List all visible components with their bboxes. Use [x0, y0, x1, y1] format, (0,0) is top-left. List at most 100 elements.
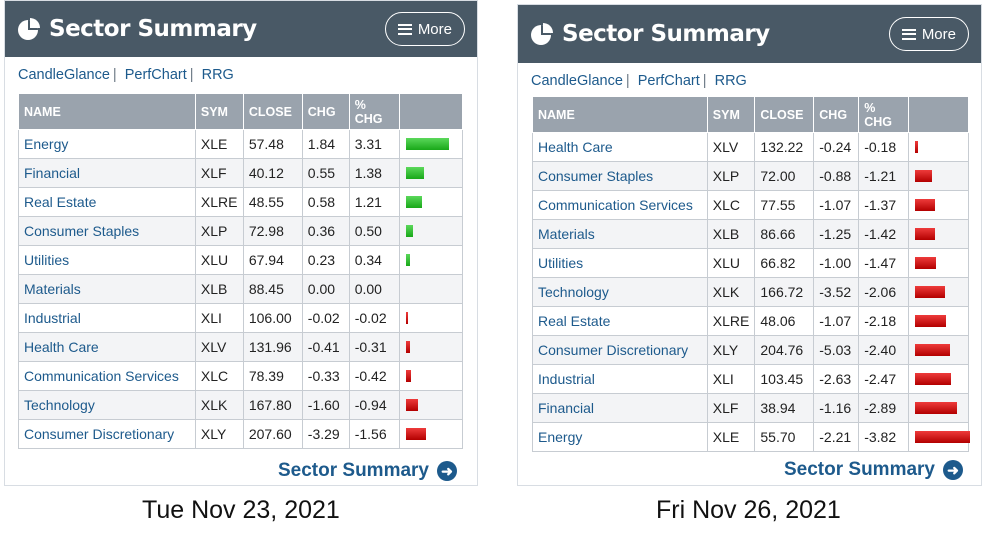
table-row[interactable]: Communication Services XLC 77.55 -1.07 -1.37	[532, 190, 969, 220]
link-perfchart[interactable]: PerfChart	[637, 73, 700, 89]
table-row[interactable]: Health Care XLV 132.22 -0.24 -0.18	[532, 132, 969, 162]
pct-change-bar	[405, 138, 449, 150]
sector-name[interactable]: Financial	[532, 393, 708, 423]
change-value: -1.25	[813, 219, 860, 249]
table-row[interactable]: Utilities XLU 67.94 0.23 0.34	[18, 245, 464, 275]
sector-name[interactable]: Consumer Staples	[18, 216, 196, 246]
table-row[interactable]: Materials XLB 88.45 0.00 0.00	[18, 274, 464, 304]
sector-name[interactable]: Materials	[18, 274, 196, 304]
pct-change-bar	[405, 399, 418, 411]
pct-change-value: -0.31	[348, 332, 400, 362]
table-row[interactable]: Technology XLK 167.80 -1.60 -0.94	[18, 390, 464, 420]
pct-change-bar-cell	[908, 422, 971, 452]
close-value: 55.70	[754, 422, 815, 452]
pct-change-bar	[915, 315, 947, 327]
sector-name[interactable]: Consumer Discretionary	[18, 419, 196, 449]
sector-name[interactable]: Materials	[532, 219, 708, 249]
table-row[interactable]: Utilities XLU 66.82 -1.00 -1.47	[532, 248, 969, 278]
col-header-pct-chg[interactable]: % CHG	[858, 96, 910, 133]
col-header-chg[interactable]: CHG	[301, 93, 350, 130]
pct-change-bar-cell	[398, 216, 464, 246]
table-row[interactable]: Energy XLE 57.48 1.84 3.31	[18, 129, 464, 159]
sector-name[interactable]: Health Care	[532, 132, 708, 162]
table-row[interactable]: Financial XLF 40.12 0.55 1.38	[18, 158, 464, 188]
col-header-name[interactable]: NAME	[18, 93, 196, 130]
table-row[interactable]: Energy XLE 55.70 -2.21 -3.82	[532, 422, 971, 452]
change-value: -0.88	[813, 161, 860, 191]
close-value: 38.94	[754, 393, 815, 423]
col-header-close[interactable]: CLOSE	[242, 93, 303, 130]
sector-name[interactable]: Technology	[532, 277, 708, 307]
pct-change-value: -0.42	[348, 361, 400, 391]
pct-change-value: 0.34	[348, 245, 400, 275]
table-row[interactable]: Health Care XLV 131.96 -0.41 -0.31	[18, 332, 464, 362]
sector-name[interactable]: Utilities	[532, 248, 708, 278]
sector-name[interactable]: Energy	[532, 422, 708, 452]
link-candleglance[interactable]: CandleGlance	[531, 73, 623, 89]
sector-name[interactable]: Real Estate	[532, 306, 708, 336]
pct-change-bar	[405, 370, 411, 382]
pct-change-value: 1.38	[348, 158, 400, 188]
sector-name[interactable]: Financial	[18, 158, 196, 188]
sector-name[interactable]: Consumer Staples	[532, 161, 708, 191]
sector-name[interactable]: Technology	[18, 390, 196, 420]
sector-name[interactable]: Industrial	[18, 303, 196, 333]
col-header-bar	[908, 96, 969, 133]
sector-name[interactable]: Industrial	[532, 364, 708, 394]
date-label-left: Tue Nov 23, 2021	[142, 496, 340, 524]
pct-change-bar-cell	[908, 219, 969, 249]
table-row[interactable]: Communication Services XLC 78.39 -0.33 -0.42	[18, 361, 464, 391]
link-candleglance[interactable]: CandleGlance	[18, 67, 110, 83]
sector-name[interactable]: Communication Services	[532, 190, 708, 220]
col-header-sym[interactable]: SYM	[706, 96, 756, 133]
sector-symbol: XLE	[194, 129, 244, 159]
close-value: 88.45	[242, 274, 303, 304]
table-row[interactable]: Industrial XLI 106.00 -0.02 -0.02	[18, 303, 464, 333]
table-header-row: NAME SYM CLOSE CHG % CHG	[532, 96, 969, 133]
table-row[interactable]: Financial XLF 38.94 -1.16 -2.89	[532, 393, 969, 423]
pct-change-bar-cell	[398, 332, 464, 362]
link-rrg[interactable]: RRG	[201, 67, 234, 83]
col-header-chg[interactable]: CHG	[813, 96, 860, 133]
more-button[interactable]: More	[384, 12, 465, 46]
hamburger-icon	[901, 28, 916, 40]
sector-name[interactable]: Health Care	[18, 332, 196, 362]
arrow-right-circle-icon: ➜	[943, 460, 963, 480]
table-row[interactable]: Consumer Discretionary XLY 204.76 -5.03 -2.4…	[532, 335, 969, 365]
table-row[interactable]: Consumer Staples XLP 72.00 -0.88 -1.21	[532, 161, 969, 191]
pct-change-bar-cell	[908, 364, 969, 394]
pct-change-bar	[915, 373, 952, 385]
sector-name[interactable]: Communication Services	[18, 361, 196, 391]
link-perfchart[interactable]: PerfChart	[124, 67, 187, 83]
col-header-pct-chg[interactable]: % CHG	[348, 93, 400, 130]
pct-change-bar-cell	[398, 390, 464, 420]
table-row[interactable]: Technology XLK 166.72 -3.52 -2.06	[532, 277, 969, 307]
sector-name[interactable]: Consumer Discretionary	[532, 335, 708, 365]
change-value: -2.21	[813, 422, 860, 452]
col-header-sym[interactable]: SYM	[194, 93, 244, 130]
close-value: 166.72	[754, 277, 815, 307]
table-row[interactable]: Real Estate XLRE 48.06 -1.07 -2.18	[532, 306, 969, 336]
table-row[interactable]: Industrial XLI 103.45 -2.63 -2.47	[532, 364, 969, 394]
link-rrg[interactable]: RRG	[714, 73, 747, 89]
sector-summary-link[interactable]: Sector Summary ➜	[784, 459, 963, 481]
col-header-close[interactable]: CLOSE	[754, 96, 815, 133]
table-row[interactable]: Materials XLB 86.66 -1.25 -1.42	[532, 219, 969, 249]
pct-change-bar-cell	[398, 274, 464, 304]
table-row[interactable]: Consumer Staples XLP 72.98 0.36 0.50	[18, 216, 464, 246]
sector-symbol: XLF	[194, 158, 244, 188]
more-button[interactable]: More	[888, 17, 969, 51]
close-value: 106.00	[242, 303, 303, 333]
table-row[interactable]: Consumer Discretionary XLY 207.60 -3.29 -1.5…	[18, 419, 464, 449]
sector-name[interactable]: Energy	[18, 129, 196, 159]
sector-symbol: XLI	[706, 364, 756, 394]
hamburger-icon	[397, 23, 412, 35]
sector-name[interactable]: Utilities	[18, 245, 196, 275]
table-row[interactable]: Real Estate XLRE 48.55 0.58 1.21	[18, 187, 464, 217]
close-value: 131.96	[242, 332, 303, 362]
pct-change-bar-cell	[398, 158, 464, 188]
sector-table: NAME SYM CLOSE CHG % CHG Energy XLE 57.48 1…	[18, 93, 464, 449]
sector-summary-link[interactable]: Sector Summary ➜	[278, 460, 457, 482]
sector-name[interactable]: Real Estate	[18, 187, 196, 217]
col-header-name[interactable]: NAME	[532, 96, 708, 133]
